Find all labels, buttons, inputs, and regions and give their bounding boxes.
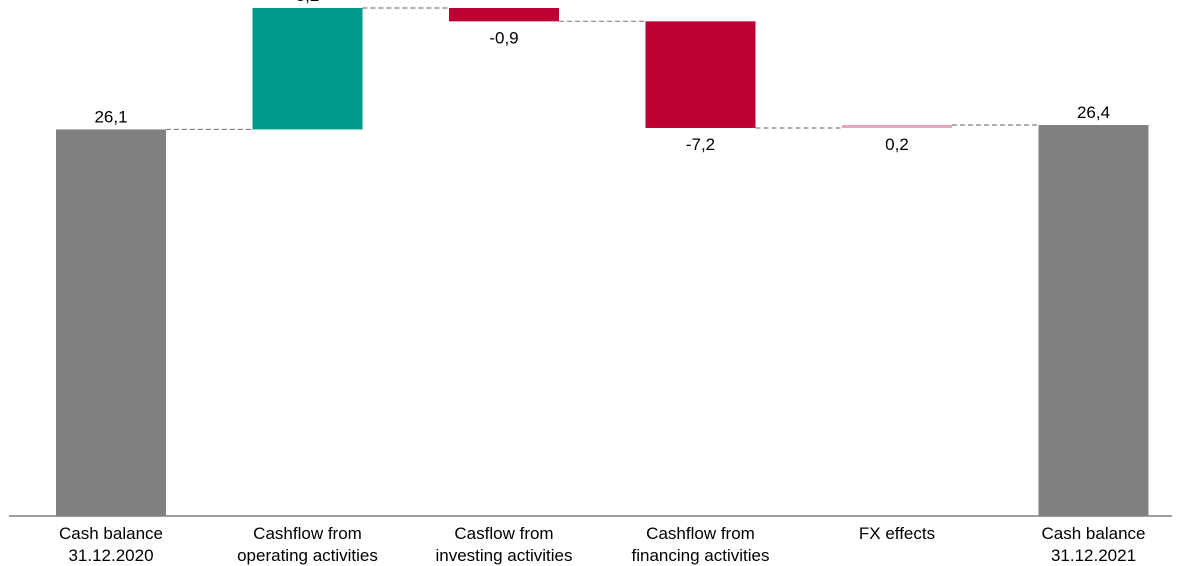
value-label-0: 26,1 bbox=[94, 107, 127, 126]
category-label-5: Cash balance 31.12.2021 bbox=[1042, 524, 1146, 565]
value-label-2: -0,9 bbox=[489, 28, 518, 47]
category-label-3: Cashflow from financing activities bbox=[632, 524, 770, 565]
bar-1 bbox=[252, 8, 363, 130]
value-label-3: -7,2 bbox=[686, 135, 715, 154]
bar-4 bbox=[842, 125, 952, 128]
category-labels: Cash balance 31.12.2020 Cashflow from opera… bbox=[59, 524, 1145, 565]
value-label-1: 8,2 bbox=[296, 0, 320, 5]
bar-0 bbox=[56, 129, 166, 517]
category-label-1: Cashflow from operating activities bbox=[237, 524, 378, 565]
category-label-2: Casflow from investing activities bbox=[435, 524, 572, 565]
value-labels: 26,1 8,2 -0,9 -7,2 0,2 26,4 bbox=[94, 0, 1110, 154]
category-label-4: FX effects bbox=[859, 524, 935, 543]
connector-lines bbox=[166, 7, 1039, 131]
bar-3 bbox=[645, 21, 756, 128]
bar-5 bbox=[1038, 125, 1149, 516]
value-label-5: 26,4 bbox=[1077, 103, 1110, 122]
value-label-4: 0,2 bbox=[885, 135, 909, 154]
bar-2 bbox=[449, 8, 559, 22]
category-label-0: Cash balance 31.12.2020 bbox=[59, 524, 163, 565]
bars-group bbox=[56, 8, 1149, 517]
